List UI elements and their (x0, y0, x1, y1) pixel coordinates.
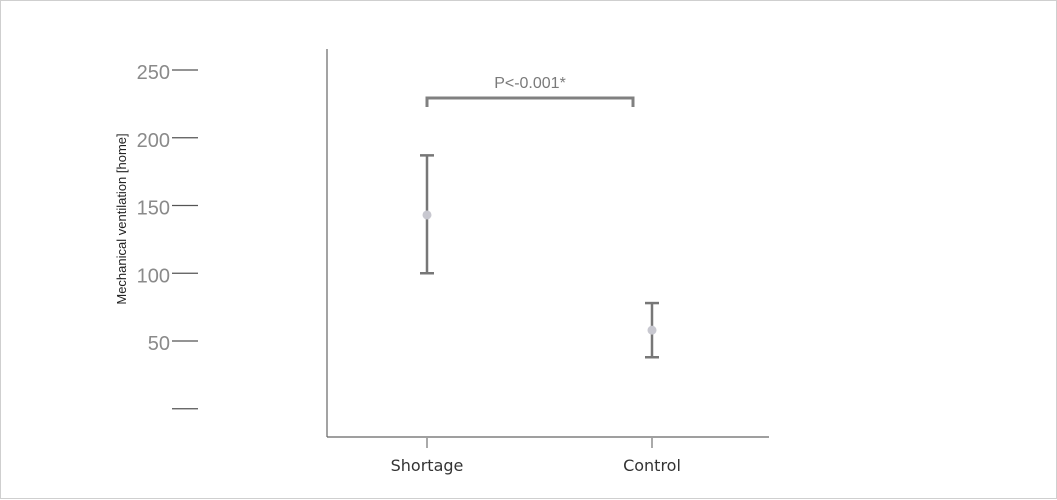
y-tick-label: 200 (137, 130, 170, 152)
error-bar-shortage (420, 154, 434, 275)
x-tick-label: Control (623, 456, 681, 475)
x-tick-label: Shortage (391, 456, 464, 475)
y-tick-label: 100 (137, 265, 170, 287)
axes (326, 49, 769, 438)
y-tick-label: 250 (137, 62, 170, 84)
data-marks (420, 154, 659, 359)
error-bar-control (645, 301, 659, 359)
x-categories: Shortage Control (391, 438, 681, 475)
significance-bracket (425, 96, 635, 107)
y-axis-label: Mechanical ventilation [home] (114, 133, 129, 304)
significance-annotation: P<-0.001* (425, 75, 635, 107)
y-ticks: 50 100 150 200 250 (137, 62, 198, 410)
data-point (647, 325, 657, 335)
significance-label: P<-0.001* (494, 75, 566, 92)
data-point (422, 210, 432, 220)
y-tick-label: 50 (148, 333, 170, 355)
y-tick-label: 150 (137, 198, 170, 220)
